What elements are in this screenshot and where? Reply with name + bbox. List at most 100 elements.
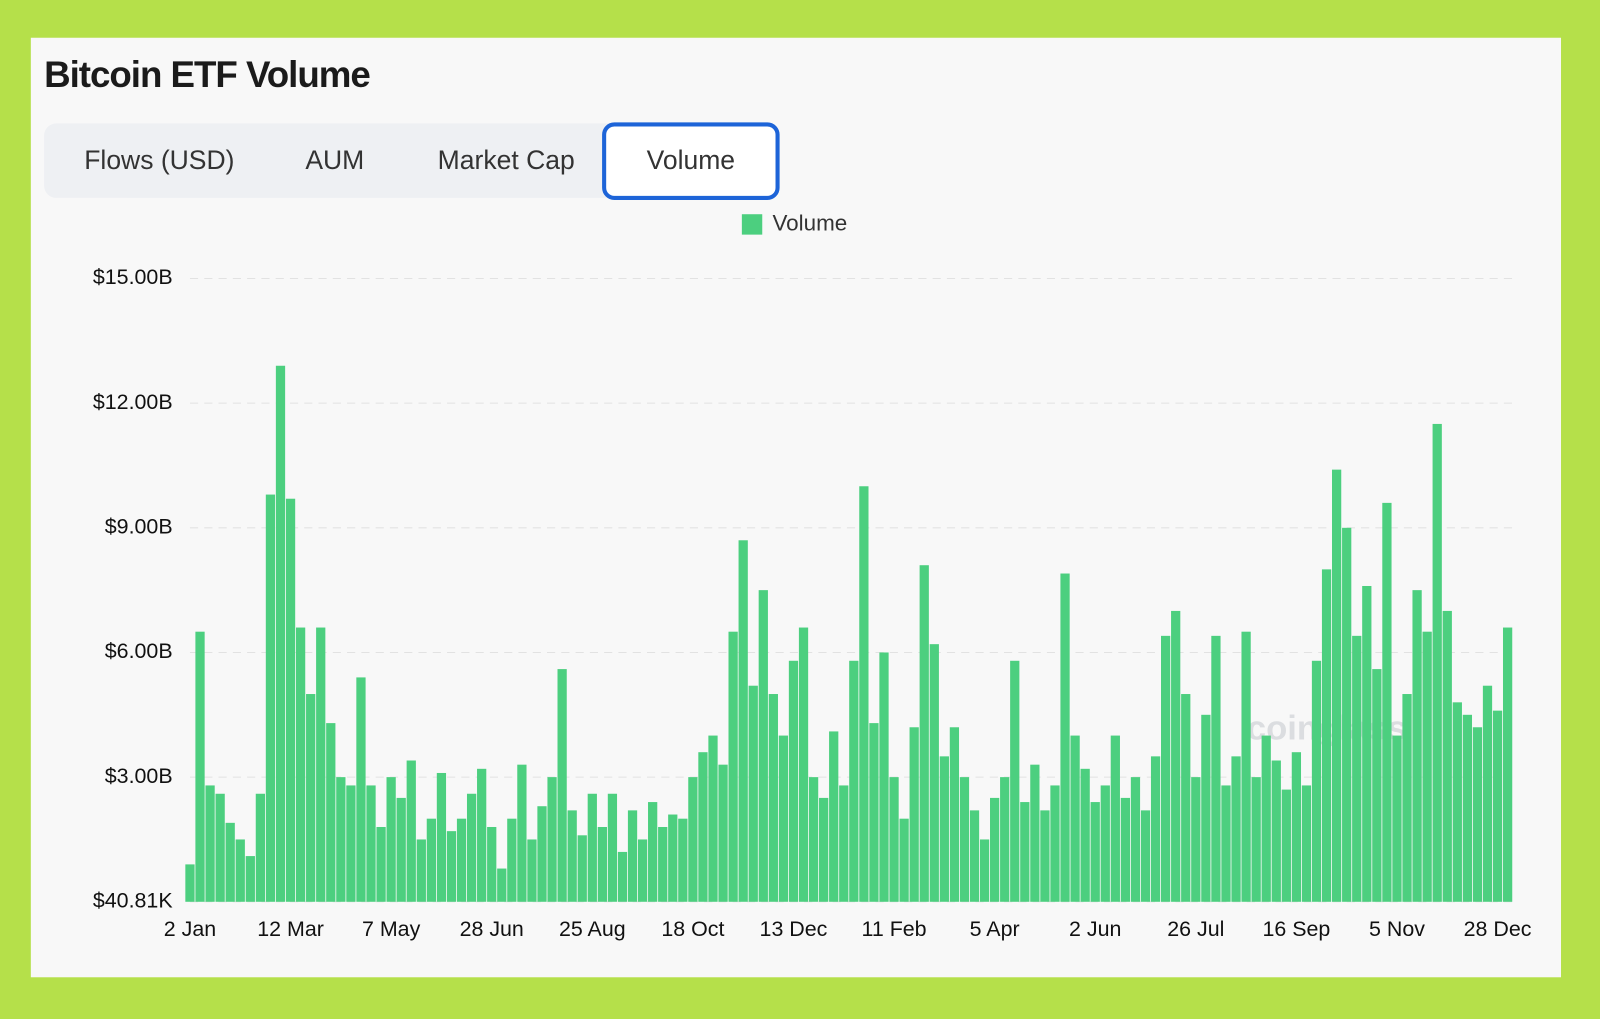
bar: [768, 694, 778, 902]
bar: [1221, 785, 1231, 902]
y-tick-label: $6.00B: [105, 639, 173, 663]
bar: [527, 839, 537, 902]
bar: [1191, 777, 1201, 902]
bar: [1110, 735, 1120, 902]
x-tick-label: 16 Sep: [1262, 917, 1330, 941]
bar: [788, 660, 799, 902]
bar: [346, 785, 356, 902]
bar: [1372, 669, 1382, 902]
bar: [678, 818, 688, 902]
bar: [990, 797, 1000, 902]
x-tick-label: 7 May: [362, 917, 421, 941]
bar: [537, 806, 547, 902]
bar: [336, 777, 346, 902]
bar: [1331, 469, 1342, 902]
bar: [1301, 785, 1312, 902]
bar: [235, 839, 245, 902]
bar: [979, 839, 990, 902]
bar: [265, 494, 276, 902]
y-tick-label: $12.00B: [93, 390, 173, 414]
bar: [1402, 694, 1412, 902]
bar: [648, 802, 658, 902]
bar: [879, 652, 889, 902]
bar: [285, 498, 296, 902]
bar: [728, 631, 738, 902]
bar: [889, 777, 899, 902]
page-title: Bitcoin ETF Volume: [44, 54, 370, 95]
bar: [1000, 777, 1010, 902]
bar: [1040, 810, 1050, 902]
bar: [668, 814, 678, 902]
y-tick-label: $15.00B: [93, 265, 173, 289]
bar: [1171, 610, 1181, 902]
bar: [778, 735, 789, 902]
bar: [708, 735, 718, 902]
bar: [1311, 660, 1322, 902]
bar: [748, 685, 758, 902]
y-tick-label: $40.81K: [93, 888, 173, 912]
x-tick-label: 28 Jun: [460, 917, 524, 941]
bar: [1050, 785, 1060, 902]
bar: [205, 785, 215, 902]
bar: [225, 822, 235, 902]
bar: [517, 764, 527, 902]
bar: [316, 627, 326, 902]
bar: [577, 835, 587, 902]
tab[interactable]: Flows (USD): [84, 145, 234, 175]
legend-label: Volume: [772, 210, 847, 235]
bar: [597, 826, 607, 902]
bar: [1442, 610, 1452, 902]
bar: [949, 727, 960, 902]
bar: [1382, 502, 1392, 902]
bar: [1241, 631, 1251, 902]
bar: [688, 777, 698, 902]
bar: [718, 764, 728, 902]
bar: [466, 793, 477, 902]
bar: [959, 777, 970, 902]
bar: [1140, 810, 1151, 902]
bar: [1120, 797, 1131, 902]
x-tick-label: 2 Jan: [164, 917, 216, 941]
tab-active-bg: [602, 122, 780, 200]
bar: [1492, 710, 1503, 902]
bar: [869, 723, 879, 902]
bar: [909, 727, 919, 902]
bar: [849, 660, 859, 902]
bar: [1271, 760, 1281, 902]
bar: [919, 565, 929, 902]
bar: [859, 486, 869, 902]
bar: [1080, 768, 1090, 902]
bar: [658, 826, 668, 902]
x-tick-label: 11 Feb: [862, 917, 927, 941]
bar: [426, 818, 436, 902]
tab[interactable]: Market Cap: [438, 145, 575, 175]
bar: [1342, 527, 1352, 902]
x-tick-label: 5 Nov: [1369, 917, 1425, 941]
bar: [487, 826, 497, 902]
bar: [215, 793, 225, 902]
bar: [376, 826, 386, 902]
bar: [1422, 631, 1432, 902]
bar: [1251, 777, 1261, 902]
bar: [396, 797, 406, 902]
tab[interactable]: AUM: [305, 145, 364, 175]
bar: [1352, 635, 1362, 902]
bar: [1452, 702, 1462, 902]
bar: [829, 731, 839, 902]
bar: [1010, 660, 1020, 902]
x-tick-label: 18 Oct: [661, 917, 724, 941]
x-tick-label: 5 Apr: [970, 917, 1020, 941]
bar: [1432, 423, 1442, 902]
x-tick-label: 26 Jul: [1167, 917, 1224, 941]
x-tick-label: 25 Aug: [559, 917, 626, 941]
bar: [798, 627, 809, 902]
bar: [587, 793, 597, 902]
bar: [1030, 764, 1040, 902]
x-tick-label: 2 Jun: [1069, 917, 1121, 941]
tab[interactable]: Volume: [647, 145, 735, 175]
bar: [1161, 635, 1171, 902]
bar: [899, 818, 909, 902]
bar: [275, 365, 286, 902]
